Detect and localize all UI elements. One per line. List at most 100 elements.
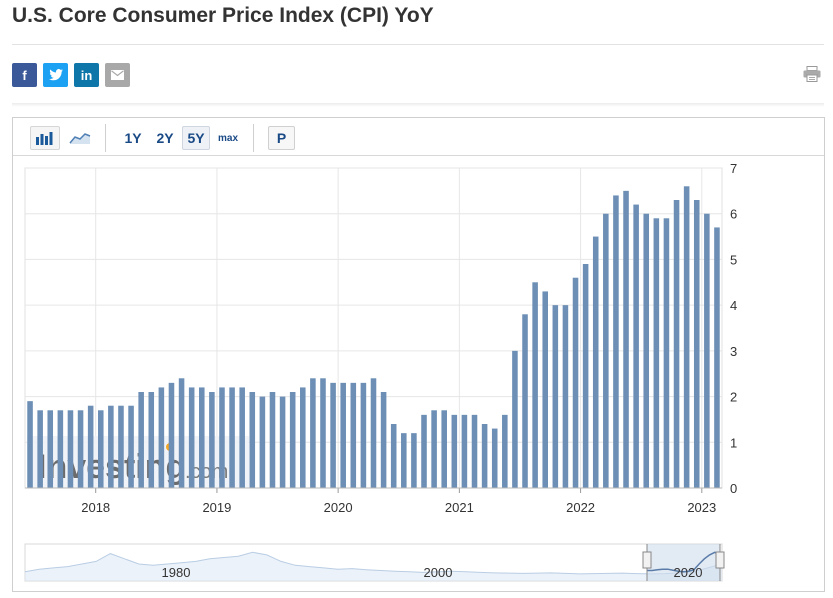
bar[interactable] [118,405,124,488]
bar[interactable] [572,277,579,488]
navigator-right-handle[interactable] [715,551,725,569]
bar[interactable] [37,410,43,488]
bar-chart-type-button[interactable] [30,126,60,150]
bar[interactable] [522,314,528,488]
linkedin-share-button[interactable]: in [74,63,99,87]
bar[interactable] [370,378,377,488]
bar[interactable] [148,392,155,488]
watermark-suffix: .com [185,461,228,483]
p-button[interactable]: P [268,126,295,150]
bar[interactable] [67,410,74,488]
bar[interactable] [249,392,256,488]
bar[interactable] [512,350,518,488]
bar[interactable] [239,387,245,488]
bar[interactable] [532,282,538,488]
bar[interactable] [461,414,468,488]
bar[interactable] [330,382,336,488]
bar[interactable] [350,382,357,488]
bar[interactable] [542,291,549,488]
navigator-left-handle[interactable] [642,551,652,569]
chart-panel: 1Y 2Y 5Y max P 0 1 2 3 4 5 6 7 2018 2019 2020 2021 2… [12,117,825,592]
bar[interactable] [481,424,488,488]
bar[interactable] [603,213,609,488]
bar[interactable] [47,410,54,488]
bar[interactable] [269,392,276,488]
bar[interactable] [592,236,599,488]
y-tick-label: 0 [730,481,737,496]
bar[interactable] [209,392,215,488]
bar[interactable] [320,378,326,488]
facebook-icon: f [22,67,27,83]
range-2y-button[interactable]: 2Y [156,130,174,146]
bar[interactable] [683,186,690,488]
bar[interactable] [552,305,559,488]
bar[interactable] [158,387,165,488]
y-tick-label: 6 [730,207,737,222]
bar[interactable] [198,387,205,488]
bar[interactable] [714,227,720,488]
bar[interactable] [380,392,387,488]
bar[interactable] [693,200,700,488]
bar[interactable] [502,414,508,488]
y-tick-label: 5 [730,252,737,267]
printer-icon [803,66,821,82]
twitter-share-button[interactable] [43,63,68,87]
bar[interactable] [87,405,94,488]
bar[interactable] [340,382,346,488]
bar[interactable] [219,387,225,488]
bar[interactable] [289,392,296,488]
facebook-share-button[interactable]: f [12,63,37,87]
bar[interactable] [441,410,447,488]
bar[interactable] [279,396,286,488]
bar[interactable] [633,204,639,489]
bar[interactable] [471,414,478,488]
bar[interactable] [582,264,589,488]
bar[interactable] [57,410,64,488]
email-share-button[interactable] [105,63,130,87]
bar[interactable] [360,382,367,488]
y-tick-label: 7 [730,161,737,176]
bar[interactable] [77,410,84,488]
bar[interactable] [188,387,195,488]
navigator-year-label: 2020 [674,565,703,580]
bar[interactable] [128,405,134,488]
bar[interactable] [259,396,266,488]
navigator-selection[interactable] [647,544,720,581]
bar[interactable] [229,387,235,488]
bar[interactable] [108,405,114,488]
bar[interactable] [673,200,680,488]
bar[interactable] [562,305,569,488]
bar[interactable] [401,433,407,488]
area-chart-type-button[interactable] [64,126,96,150]
bar[interactable] [613,195,619,488]
bar[interactable] [663,218,670,488]
bar[interactable] [411,433,417,488]
bar[interactable] [97,410,104,488]
bar[interactable] [178,378,185,488]
bar[interactable] [653,218,660,488]
bar[interactable] [431,410,437,488]
bar[interactable] [168,382,175,488]
x-tick-label: 2023 [687,500,716,515]
navigator-history-area [25,552,722,581]
range-max-button[interactable]: max [217,132,238,144]
bar[interactable] [27,401,33,488]
bar[interactable] [138,392,144,488]
bar[interactable] [421,414,427,488]
navigator-year-label: 1980 [162,565,191,580]
page-title: U.S. Core Consumer Price Index (CPI) YoY [12,4,434,27]
share-bar: f in [12,63,130,87]
bar[interactable] [704,213,710,488]
bar[interactable] [491,428,498,488]
range-5y-button[interactable]: 5Y [182,126,210,150]
print-button[interactable] [803,66,821,87]
bar[interactable] [390,424,397,488]
bar[interactable] [643,213,650,488]
bar[interactable] [310,378,316,488]
bar[interactable] [623,190,629,488]
bar[interactable] [300,387,306,488]
range-1y-button[interactable]: 1Y [124,130,142,146]
bar[interactable] [451,414,458,488]
x-tick-label: 2018 [81,500,110,515]
header-shadow-divider [12,103,824,107]
